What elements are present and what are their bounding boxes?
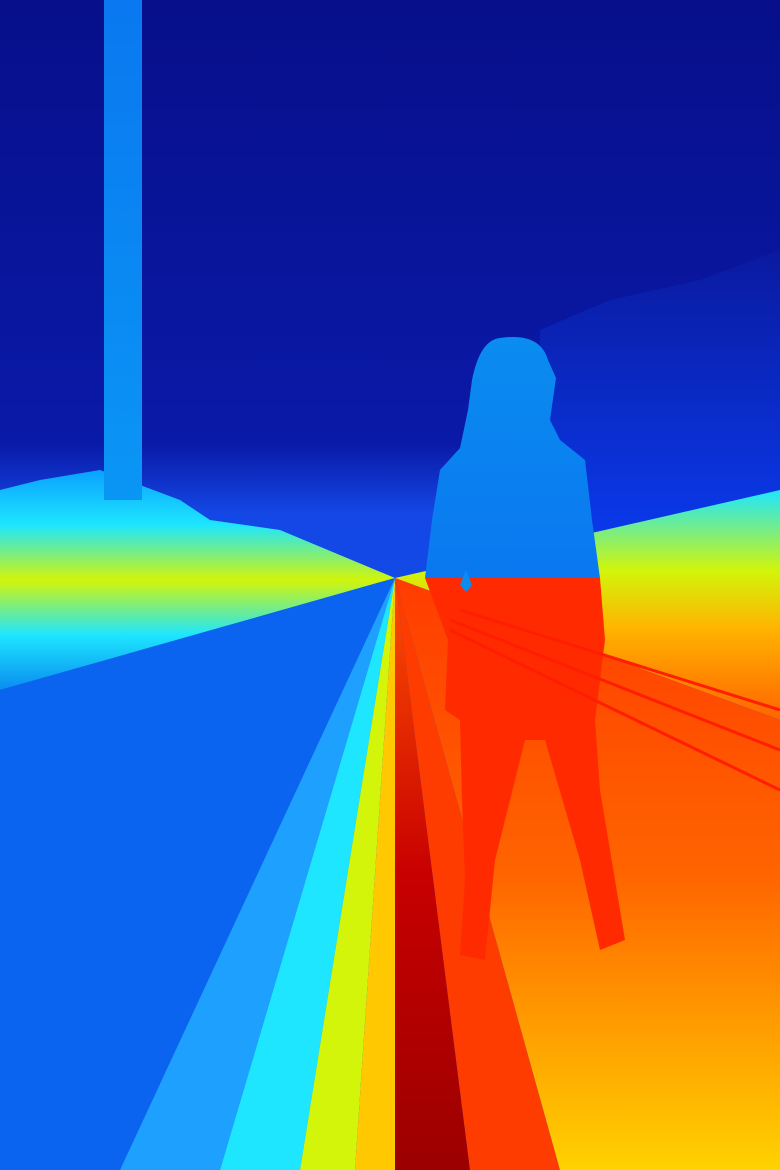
right-wall: [540, 250, 780, 560]
ray-3: [300, 578, 395, 1170]
left-ground: [0, 470, 395, 690]
ray-4: [355, 578, 395, 1170]
person-upper-body: [425, 336, 600, 578]
streaks: [449, 608, 780, 792]
streak-2: [449, 628, 780, 792]
ray-1: [120, 578, 395, 1170]
pole: [104, 0, 142, 500]
person-lower-body: [425, 578, 625, 960]
streak-1: [449, 618, 780, 752]
ray-2: [220, 578, 395, 1170]
streak-3: [459, 608, 780, 712]
floor-left-blue: [0, 578, 395, 1170]
person-detail: [460, 570, 472, 592]
